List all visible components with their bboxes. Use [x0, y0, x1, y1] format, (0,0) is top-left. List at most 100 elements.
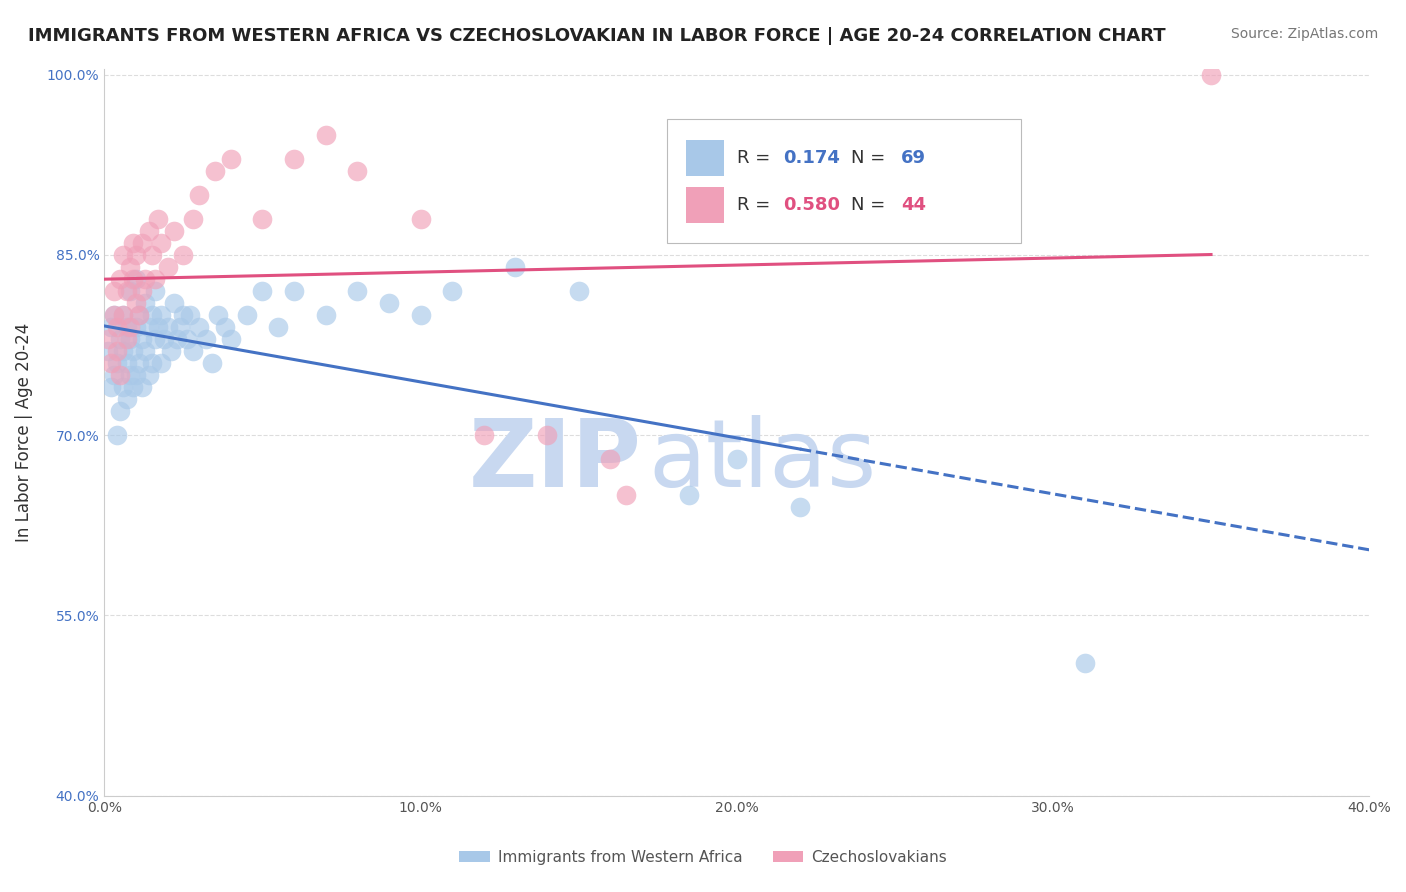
- Point: [112, 308, 135, 322]
- Point: [156, 320, 179, 334]
- Point: [283, 284, 305, 298]
- Point: [235, 308, 257, 322]
- Point: [207, 308, 229, 322]
- Point: [134, 343, 156, 358]
- Point: [346, 284, 368, 298]
- Point: [96, 332, 118, 346]
- Point: [166, 332, 188, 346]
- Point: [188, 320, 211, 334]
- Point: [128, 308, 150, 322]
- Point: [100, 380, 122, 394]
- Point: [121, 235, 143, 250]
- Point: [125, 272, 148, 286]
- Point: [128, 308, 150, 322]
- Text: 0.580: 0.580: [783, 196, 841, 214]
- Point: [678, 488, 700, 502]
- Point: [115, 392, 138, 406]
- Point: [143, 272, 166, 286]
- Point: [169, 320, 191, 334]
- Point: [112, 380, 135, 394]
- Point: [138, 224, 160, 238]
- Text: 69: 69: [901, 149, 927, 167]
- Point: [108, 332, 131, 346]
- Point: [103, 284, 125, 298]
- Point: [134, 296, 156, 310]
- Point: [105, 343, 128, 358]
- Point: [378, 296, 401, 310]
- FancyBboxPatch shape: [686, 187, 724, 223]
- Point: [115, 284, 138, 298]
- Point: [1199, 68, 1222, 82]
- Point: [150, 356, 173, 370]
- Point: [138, 320, 160, 334]
- Point: [108, 368, 131, 382]
- Point: [181, 343, 204, 358]
- Point: [128, 356, 150, 370]
- Point: [118, 332, 141, 346]
- Point: [441, 284, 464, 298]
- Text: R =: R =: [737, 196, 776, 214]
- Point: [125, 368, 148, 382]
- Point: [159, 343, 181, 358]
- Point: [181, 211, 204, 226]
- Text: Source: ZipAtlas.com: Source: ZipAtlas.com: [1230, 27, 1378, 41]
- Point: [103, 308, 125, 322]
- Point: [176, 332, 198, 346]
- Point: [138, 368, 160, 382]
- Point: [150, 235, 173, 250]
- Point: [156, 260, 179, 274]
- Point: [125, 248, 148, 262]
- Point: [346, 163, 368, 178]
- Point: [108, 272, 131, 286]
- Point: [252, 211, 274, 226]
- Text: IMMIGRANTS FROM WESTERN AFRICA VS CZECHOSLOVAKIAN IN LABOR FORCE | AGE 20-24 COR: IMMIGRANTS FROM WESTERN AFRICA VS CZECHO…: [28, 27, 1166, 45]
- Point: [131, 284, 153, 298]
- FancyBboxPatch shape: [686, 140, 724, 176]
- Point: [115, 320, 138, 334]
- Point: [105, 428, 128, 442]
- Point: [96, 343, 118, 358]
- Point: [194, 332, 217, 346]
- Point: [146, 320, 169, 334]
- Text: atlas: atlas: [648, 415, 876, 508]
- Point: [105, 320, 128, 334]
- Point: [204, 163, 226, 178]
- Text: 0.174: 0.174: [783, 149, 841, 167]
- Point: [201, 356, 224, 370]
- Point: [505, 260, 527, 274]
- Text: ZIP: ZIP: [470, 415, 643, 508]
- Point: [121, 380, 143, 394]
- Point: [179, 308, 201, 322]
- Legend: Immigrants from Western Africa, Czechoslovakians: Immigrants from Western Africa, Czechosl…: [453, 844, 953, 871]
- Point: [131, 235, 153, 250]
- Point: [599, 452, 621, 467]
- Point: [219, 152, 242, 166]
- Point: [172, 308, 194, 322]
- Text: R =: R =: [737, 149, 776, 167]
- Point: [125, 320, 148, 334]
- Point: [112, 308, 135, 322]
- Point: [163, 224, 186, 238]
- Point: [267, 320, 290, 334]
- Point: [568, 284, 591, 298]
- Text: N =: N =: [851, 196, 890, 214]
- Text: N =: N =: [851, 149, 890, 167]
- Point: [614, 488, 637, 502]
- Point: [153, 332, 176, 346]
- Point: [1073, 657, 1095, 671]
- Text: 44: 44: [901, 196, 927, 214]
- Point: [172, 248, 194, 262]
- Point: [143, 284, 166, 298]
- Point: [108, 404, 131, 418]
- Point: [141, 356, 163, 370]
- Point: [112, 248, 135, 262]
- Point: [115, 356, 138, 370]
- Point: [134, 272, 156, 286]
- Point: [409, 211, 432, 226]
- Point: [118, 320, 141, 334]
- Point: [163, 296, 186, 310]
- Point: [188, 187, 211, 202]
- Point: [141, 308, 163, 322]
- Point: [118, 368, 141, 382]
- Point: [789, 500, 811, 515]
